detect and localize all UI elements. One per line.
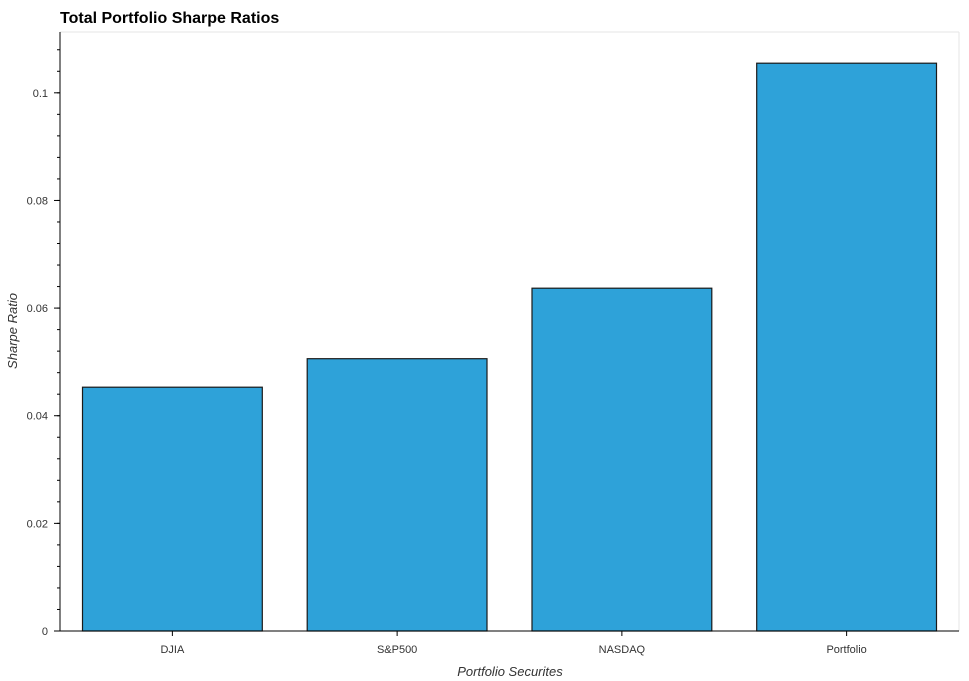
bar-3 [756, 62, 938, 632]
x-axis-label: Portfolio Securites [457, 664, 563, 679]
y-tick-label: 0 [42, 626, 48, 638]
y-tick-label: 0.06 [27, 303, 48, 315]
x-tick-label: S&P500 [377, 644, 417, 656]
y-tick-label: 0.1 [33, 88, 48, 100]
x-axis-ticks: DJIA S&P500 NASDAQ Portfolio [160, 631, 867, 656]
bar-1 [306, 358, 488, 632]
bars-group [81, 62, 938, 632]
bar-2 [531, 287, 713, 632]
chart-title: Total Portfolio Sharpe Ratios [60, 10, 279, 27]
bar-0 [81, 386, 263, 632]
y-tick-label: 0.04 [27, 411, 48, 423]
x-tick-label: NASDAQ [599, 644, 646, 656]
y-tick-label: 0.08 [27, 195, 48, 207]
y-tick-label: 0.02 [27, 518, 48, 530]
y-axis-label: Sharpe Ratio [5, 293, 20, 369]
x-tick-label: DJIA [160, 644, 185, 656]
x-tick-label: Portfolio [826, 644, 866, 656]
